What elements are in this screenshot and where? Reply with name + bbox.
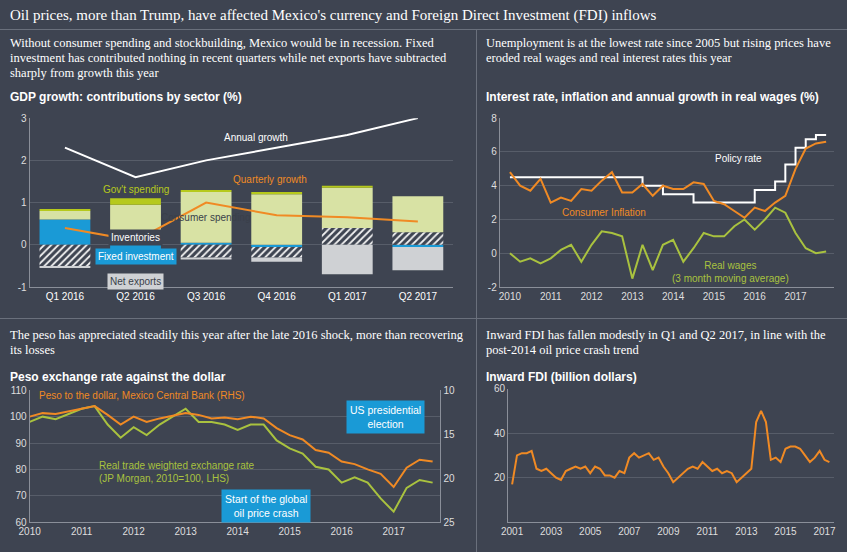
html-text:Interest rate, inflation and a: Interest rate, inflation and annual grow… xyxy=(486,90,819,104)
svg-text:Consumer spending: Consumer spending xyxy=(161,212,251,223)
svg-text:Policy rate: Policy rate xyxy=(715,153,762,164)
html-text:Without consumer spending and: Without consumer spending and stockbuild… xyxy=(10,36,447,80)
svg-text:2013: 2013 xyxy=(735,526,758,537)
svg-text:2005: 2005 xyxy=(579,526,602,537)
svg-text:Consumer Inflation: Consumer Inflation xyxy=(562,207,646,218)
svg-text:Inventories: Inventories xyxy=(111,232,160,243)
svg-text:Net exports: Net exports xyxy=(110,276,161,287)
svg-text:Real wages(3 month moving aver: Real wages(3 month moving average) xyxy=(672,260,789,284)
svg-text:3: 3 xyxy=(21,113,27,124)
svg-text:2003: 2003 xyxy=(540,526,563,537)
svg-text:-2: -2 xyxy=(488,282,497,293)
svg-text:0: 0 xyxy=(21,239,27,250)
svg-text:Annual growth: Annual growth xyxy=(224,132,288,143)
svg-text:Peso to the dollar, Mexico Cen: Peso to the dollar, Mexico Central Bank … xyxy=(39,390,245,401)
html-text:Oil prices, more than Trump, h: Oil prices, more than Trump, have affect… xyxy=(10,7,657,23)
svg-text:Gov't spending: Gov't spending xyxy=(103,184,169,195)
svg-text:2012: 2012 xyxy=(123,526,146,537)
svg-text:20: 20 xyxy=(443,473,455,484)
svg-text:15: 15 xyxy=(443,429,455,440)
svg-text:2013: 2013 xyxy=(175,526,198,537)
svg-text:2011: 2011 xyxy=(540,291,562,302)
svg-text:2017: 2017 xyxy=(813,526,836,537)
html-text:GDP growth: contributions by s: GDP growth: contributions by sector (%) xyxy=(10,90,242,104)
svg-text:Quarterly growth: Quarterly growth xyxy=(233,174,307,185)
svg-text:4: 4 xyxy=(491,180,497,191)
svg-text:2017: 2017 xyxy=(784,291,807,302)
svg-text:1: 1 xyxy=(21,197,27,208)
svg-text:20: 20 xyxy=(494,472,506,483)
svg-text:Q3 2016: Q3 2016 xyxy=(187,291,226,302)
svg-text:2015: 2015 xyxy=(703,291,726,302)
svg-text:Q4 2016: Q4 2016 xyxy=(257,291,296,302)
svg-text:2010: 2010 xyxy=(499,291,522,302)
svg-text:90: 90 xyxy=(16,438,28,449)
svg-text:6: 6 xyxy=(491,146,497,157)
html-text:Peso exchange rate against the: Peso exchange rate against the dollar xyxy=(10,370,226,384)
svg-text:40: 40 xyxy=(494,428,506,439)
svg-text:Start of the globaloil price c: Start of the globaloil price crash xyxy=(225,493,307,519)
svg-text:2013: 2013 xyxy=(621,291,644,302)
svg-text:2: 2 xyxy=(491,214,497,225)
svg-text:60: 60 xyxy=(16,517,28,528)
svg-text:Fixed investment: Fixed investment xyxy=(98,251,174,262)
html-text:Inward FDI has fallen modestly: Inward FDI has fallen modestly in Q1 and… xyxy=(486,328,826,357)
svg-text:0: 0 xyxy=(491,248,497,259)
html-text:The peso has appreciated stead: The peso has appreciated steadily this y… xyxy=(10,328,463,357)
svg-text:10: 10 xyxy=(443,385,455,396)
svg-text:80: 80 xyxy=(16,464,28,475)
svg-text:Real trade weighted exchange r: Real trade weighted exchange rate(JP Mor… xyxy=(99,460,255,484)
svg-text:Q2 2016: Q2 2016 xyxy=(116,291,155,302)
svg-text:70: 70 xyxy=(16,490,28,501)
html-text:Unemployment is at the lowest: Unemployment is at the lowest rate since… xyxy=(486,36,831,65)
svg-text:Q1 2016: Q1 2016 xyxy=(46,291,85,302)
html-text:Inward FDI (billion dollars): Inward FDI (billion dollars) xyxy=(486,370,637,384)
svg-text:US presidentialelection: US presidentialelection xyxy=(350,404,421,430)
svg-text:2: 2 xyxy=(21,155,27,166)
svg-text:2010: 2010 xyxy=(19,526,42,537)
svg-text:Q2 2017: Q2 2017 xyxy=(399,291,438,302)
svg-text:2016: 2016 xyxy=(331,526,354,537)
svg-text:2011: 2011 xyxy=(71,526,93,537)
svg-text:60: 60 xyxy=(494,383,506,394)
svg-text:8: 8 xyxy=(491,113,497,124)
svg-text:2011: 2011 xyxy=(697,526,719,537)
svg-text:2009: 2009 xyxy=(657,526,680,537)
svg-text:2015: 2015 xyxy=(774,526,797,537)
svg-text:100: 100 xyxy=(10,411,27,422)
svg-text:2012: 2012 xyxy=(580,291,603,302)
svg-text:2016: 2016 xyxy=(744,291,767,302)
svg-text:-1: -1 xyxy=(18,282,27,293)
svg-text:110: 110 xyxy=(11,385,27,396)
svg-text:25: 25 xyxy=(443,517,455,528)
svg-text:2001: 2001 xyxy=(501,526,524,537)
svg-text:2007: 2007 xyxy=(618,526,641,537)
svg-text:2017: 2017 xyxy=(383,526,406,537)
svg-text:2014: 2014 xyxy=(227,526,250,537)
svg-text:2014: 2014 xyxy=(662,291,685,302)
svg-text:Q1 2017: Q1 2017 xyxy=(328,291,367,302)
svg-text:2015: 2015 xyxy=(279,526,302,537)
